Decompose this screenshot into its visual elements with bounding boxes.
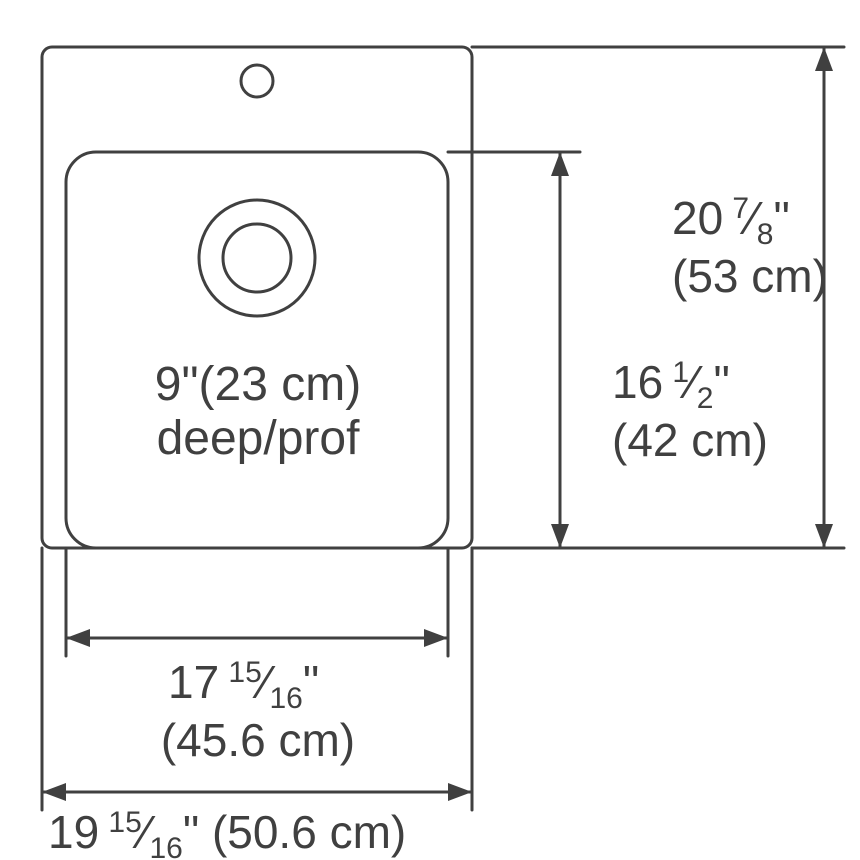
svg-text:(42 cm): (42 cm) xyxy=(612,414,768,466)
svg-text:20 7⁄8": 20 7⁄8" xyxy=(672,192,790,251)
svg-text:(53 cm): (53 cm) xyxy=(672,250,828,302)
svg-text:deep/prof: deep/prof xyxy=(157,412,360,465)
svg-text:(45.6 cm): (45.6 cm) xyxy=(161,714,355,766)
svg-text:19 15⁄16" (50.6 cm): 19 15⁄16" (50.6 cm) xyxy=(48,806,406,860)
svg-text:16 1⁄2": 16 1⁄2" xyxy=(612,356,730,415)
svg-text:17 15⁄16": 17 15⁄16" xyxy=(168,656,319,715)
svg-text:9"(23 cm): 9"(23 cm) xyxy=(155,358,361,411)
